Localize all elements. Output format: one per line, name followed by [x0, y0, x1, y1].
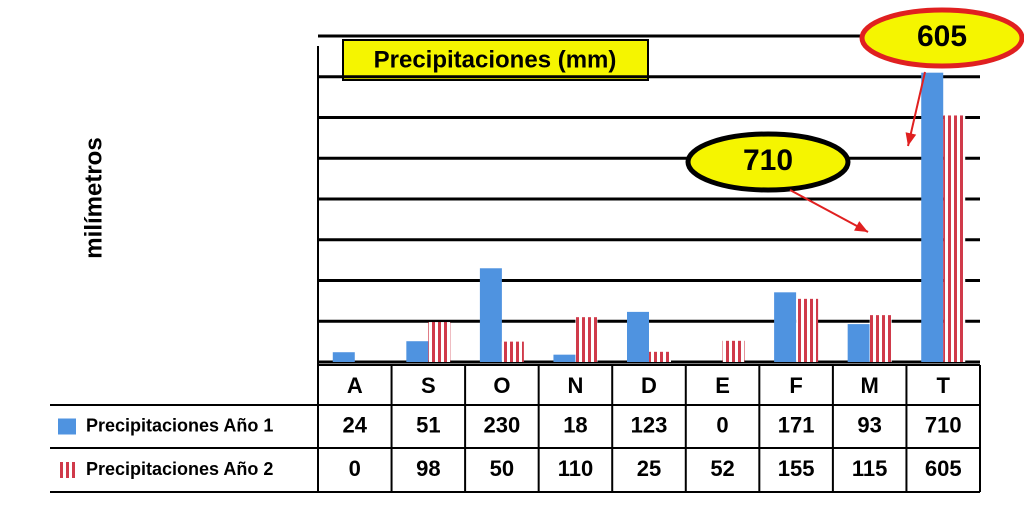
bar — [553, 354, 576, 362]
arrow-head — [854, 221, 868, 232]
bar — [869, 315, 892, 362]
bar — [627, 311, 649, 362]
table-value: 52 — [710, 456, 734, 481]
bar — [501, 341, 524, 362]
table-value: 98 — [416, 456, 440, 481]
bar — [722, 340, 745, 362]
bar — [847, 324, 870, 362]
bar — [332, 352, 355, 362]
table-value: 710 — [925, 412, 962, 437]
x-tick-label: E — [715, 373, 730, 398]
table-value: 123 — [631, 412, 668, 437]
table-value: 605 — [925, 456, 962, 481]
legend-label: Precipitaciones Año 2 — [86, 459, 273, 479]
callout — [685, 131, 851, 193]
arrow-head — [905, 132, 917, 146]
bar — [575, 317, 598, 362]
legend-swatch — [58, 462, 76, 478]
table-value: 18 — [563, 412, 587, 437]
x-tick-label: A — [347, 373, 363, 398]
table-value: 93 — [857, 412, 881, 437]
table-value: 110 — [558, 456, 594, 481]
bar — [649, 351, 671, 362]
x-tick-label: F — [789, 373, 802, 398]
table-value: 24 — [343, 412, 368, 437]
x-tick-label: D — [641, 373, 657, 398]
bar — [406, 341, 429, 362]
annotation: 710 — [743, 144, 793, 177]
bar — [774, 292, 797, 362]
table-value: 0 — [349, 456, 361, 481]
table-value: 50 — [490, 456, 514, 481]
x-tick-label: S — [421, 373, 436, 398]
title-box — [342, 39, 649, 81]
annotation: 605 — [917, 20, 967, 53]
table-value: 51 — [416, 412, 440, 437]
legend-swatch — [58, 418, 76, 435]
bar — [921, 72, 944, 363]
x-tick-label: M — [861, 373, 879, 398]
callout-arrow — [789, 189, 869, 233]
bar — [479, 268, 502, 362]
bar — [428, 322, 451, 362]
chart-title: Precipitaciones (mm) — [374, 46, 617, 73]
callout — [859, 7, 1024, 69]
legend-label: Precipitaciones Año 1 — [86, 415, 273, 435]
table-value: 230 — [484, 412, 521, 437]
x-tick-label: N — [567, 373, 583, 398]
table-value: 115 — [852, 456, 888, 481]
table-value: 155 — [778, 456, 815, 481]
y-axis-label: milímetros — [80, 137, 107, 258]
table-value: 25 — [637, 456, 661, 481]
table-value: 0 — [716, 412, 728, 437]
bar — [796, 298, 819, 362]
table-value: 171 — [778, 412, 815, 437]
bar — [943, 115, 966, 363]
x-tick-label: O — [493, 373, 510, 398]
x-tick-label: T — [936, 373, 950, 398]
